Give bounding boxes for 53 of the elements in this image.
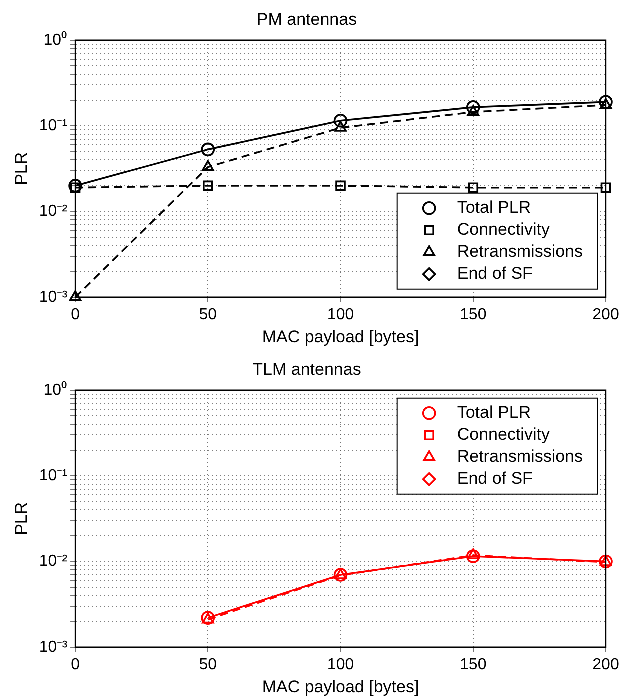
point <box>334 121 347 132</box>
y-tick-label: 10⁰ <box>44 30 68 49</box>
y-tick-label: 10⁰ <box>44 380 68 399</box>
legend-label: Retransmissions <box>457 447 584 466</box>
point <box>334 568 348 582</box>
point <box>468 182 479 193</box>
y-axis-title: PLR <box>12 152 31 186</box>
x-tick-label: 200 <box>592 656 620 674</box>
legend-label: Total PLR <box>457 198 532 218</box>
x-tick-label: 150 <box>460 306 487 324</box>
x-tick-label: 0 <box>71 656 80 674</box>
y-tick-label: 10⁻³ <box>39 638 68 656</box>
legend-label: Connectivity <box>457 220 550 240</box>
chart-title: TLM antennas <box>252 360 362 379</box>
point <box>600 182 612 193</box>
point <box>68 179 82 193</box>
legend-label: End of SF <box>457 469 533 488</box>
point <box>202 160 214 172</box>
y-tick-label: 10⁻² <box>39 553 68 570</box>
point <box>334 568 347 580</box>
point <box>203 180 214 192</box>
point <box>599 95 613 110</box>
x-tick-label: 50 <box>199 656 218 674</box>
point <box>466 100 480 114</box>
point <box>201 142 216 157</box>
point <box>466 550 480 564</box>
point <box>70 182 81 193</box>
legend-label: Total PLR <box>457 403 532 422</box>
legend-label: End of SF <box>457 264 533 284</box>
x-axis-title: MAC payload [bytes] <box>262 677 420 696</box>
y-tick-label: 10⁻³ <box>39 288 68 306</box>
legend-label: Retransmissions <box>457 242 584 262</box>
x-tick-label: 50 <box>199 306 218 324</box>
x-axis-title: MAC payload [bytes] <box>262 327 420 346</box>
point <box>599 554 613 569</box>
y-tick-label: 10⁻² <box>39 203 68 220</box>
x-tick-label: 100 <box>327 306 354 324</box>
x-tick-label: 200 <box>592 306 620 324</box>
point <box>336 180 346 192</box>
legend-label: Connectivity <box>457 425 550 444</box>
y-tick-label: 10⁻¹ <box>39 467 68 484</box>
x-tick-label: 100 <box>327 656 354 674</box>
point <box>69 290 82 302</box>
x-tick-label: 0 <box>71 306 80 324</box>
point <box>467 105 480 116</box>
chart-title: PM antennas <box>256 10 358 29</box>
y-axis-title: PLR <box>12 502 31 536</box>
x-tick-label: 150 <box>460 656 487 674</box>
point <box>600 98 612 110</box>
point <box>467 548 480 560</box>
point <box>600 556 612 566</box>
y-tick-label: 10⁻¹ <box>39 117 68 134</box>
point <box>334 114 348 128</box>
